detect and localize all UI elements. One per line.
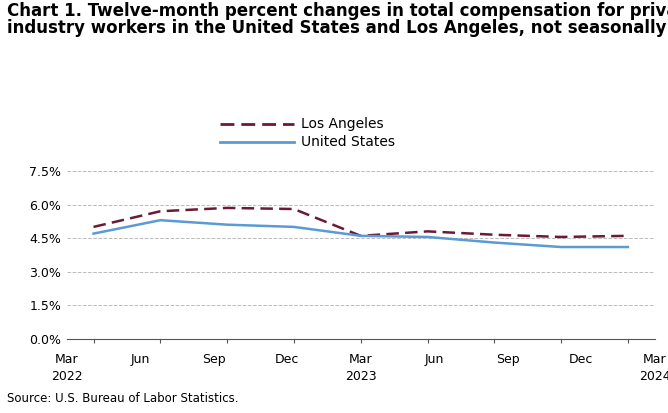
- Line: United States: United States: [94, 220, 628, 247]
- United States: [223, 222, 231, 227]
- Text: Jun: Jun: [130, 353, 150, 366]
- Text: Dec: Dec: [569, 353, 593, 366]
- United States: [357, 233, 365, 238]
- Text: industry workers in the United States and Los Angeles, not seasonally adjusted: industry workers in the United States an…: [7, 19, 668, 37]
- Text: United States: United States: [301, 135, 395, 150]
- Los Angeles: [490, 232, 498, 237]
- Text: Chart 1. Twelve-month percent changes in total compensation for private: Chart 1. Twelve-month percent changes in…: [7, 2, 668, 20]
- United States: [424, 235, 432, 240]
- United States: [490, 240, 498, 245]
- Los Angeles: [223, 205, 231, 210]
- Los Angeles: [624, 233, 632, 238]
- Los Angeles: [90, 224, 98, 229]
- Line: Los Angeles: Los Angeles: [94, 208, 628, 237]
- Text: Mar: Mar: [643, 353, 667, 366]
- Text: 2024: 2024: [639, 370, 668, 382]
- Los Angeles: [156, 209, 164, 214]
- United States: [290, 224, 298, 229]
- United States: [90, 231, 98, 236]
- Text: Jun: Jun: [424, 353, 444, 366]
- Text: 2022: 2022: [51, 370, 83, 382]
- United States: [557, 244, 565, 249]
- Text: Los Angeles: Los Angeles: [301, 117, 383, 131]
- Text: Source: U.S. Bureau of Labor Statistics.: Source: U.S. Bureau of Labor Statistics.: [7, 392, 238, 405]
- Los Angeles: [357, 233, 365, 238]
- Text: Sep: Sep: [202, 353, 226, 366]
- Text: Dec: Dec: [275, 353, 299, 366]
- United States: [156, 218, 164, 223]
- Text: Mar: Mar: [55, 353, 79, 366]
- United States: [624, 244, 632, 249]
- Text: Sep: Sep: [496, 353, 520, 366]
- Los Angeles: [424, 229, 432, 234]
- Text: Mar: Mar: [349, 353, 373, 366]
- Los Angeles: [557, 235, 565, 240]
- Text: 2023: 2023: [345, 370, 377, 382]
- Los Angeles: [290, 206, 298, 211]
